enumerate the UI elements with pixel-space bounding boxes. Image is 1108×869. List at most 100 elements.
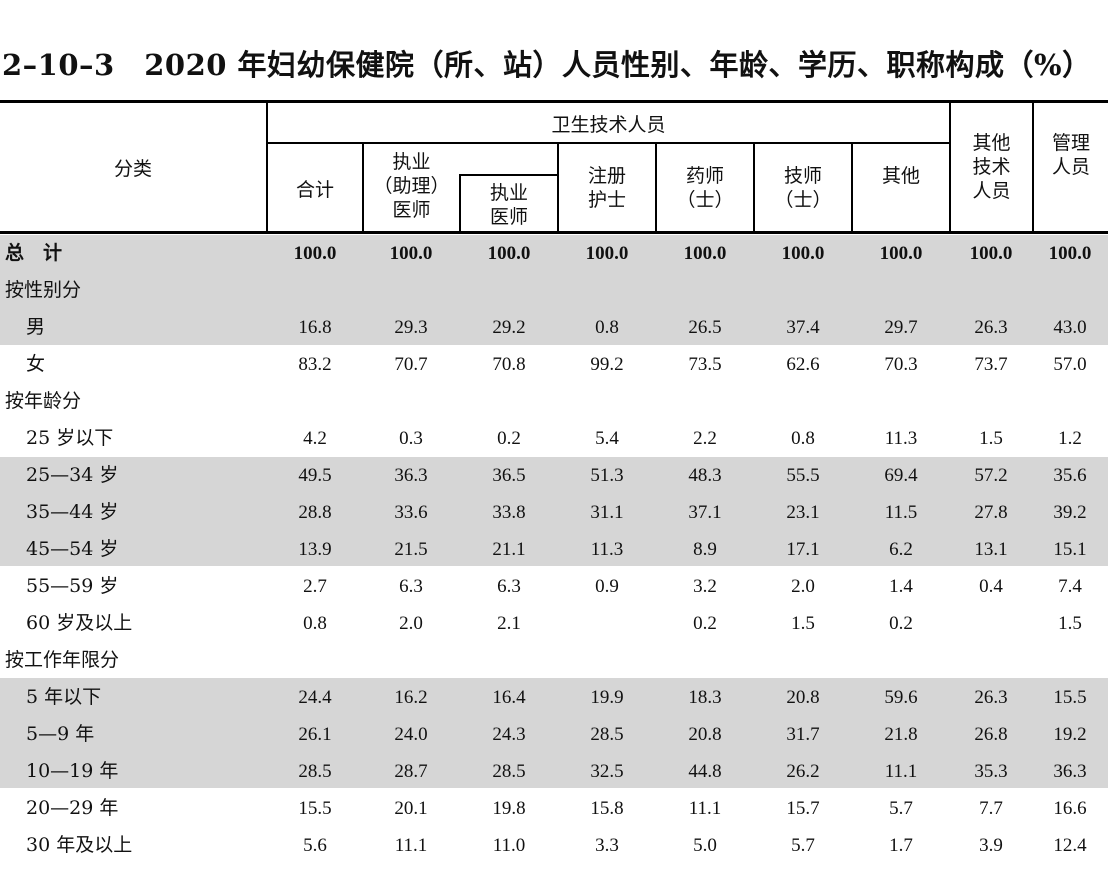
table-cell [366, 383, 456, 420]
row-label: 35—44 岁 [26, 501, 119, 523]
row-label: 5—9 年 [26, 723, 95, 745]
table-cell: 100.0 [389, 243, 433, 264]
table-cell: 11.0 [492, 835, 526, 856]
table-cell: 28.7 [394, 761, 428, 782]
table-cell: 32.5 [590, 761, 624, 782]
row-label: 55—59 岁 [26, 575, 119, 597]
table-cell: 2.2 [693, 428, 717, 449]
table-cell: 26.3 [974, 687, 1008, 708]
vline [949, 103, 951, 232]
table-cell [366, 642, 456, 679]
table-cell: 15.5 [298, 798, 332, 819]
table-cell: 6.2 [889, 539, 913, 560]
vline [266, 103, 268, 232]
header-health-tech: 卫生技术人员 [551, 114, 666, 136]
vline [459, 174, 461, 232]
table-cell: 70.3 [884, 354, 918, 375]
table-row: 55—59 岁 2.7 6.3 6.3 0.9 3.2 2.0 1.4 0.4 7.4 [0, 568, 1108, 605]
table-cell: 0.2 [889, 613, 913, 634]
table-cell: 0.8 [303, 613, 327, 634]
table-cell [758, 383, 848, 420]
table-cell: 27.8 [974, 502, 1008, 523]
table-cell: 31.7 [786, 724, 820, 745]
table-cell: 100.0 [683, 243, 727, 264]
table-cell [270, 272, 360, 309]
table-cell: 70.8 [492, 354, 526, 375]
table-cell: 57.2 [974, 465, 1008, 486]
header-bottom-rule [0, 231, 1108, 234]
table-cell: 2.1 [497, 613, 521, 634]
table-cell: 5.7 [889, 798, 913, 819]
table-cell: 29.3 [394, 317, 428, 338]
table-cell: 69.4 [884, 465, 918, 486]
table-row: 35—44 岁 28.8 33.6 33.8 31.1 37.1 23.1 11.5 27.8 3… [0, 494, 1108, 531]
row-label: 按年龄分 [5, 390, 82, 412]
table-cell: 12.4 [1053, 835, 1087, 856]
table-cell [1034, 642, 1106, 679]
table-cell: 5.6 [303, 835, 327, 856]
table-cell: 6.3 [497, 576, 521, 597]
table-cell: 19.9 [590, 687, 624, 708]
table-cell: 11.3 [884, 428, 918, 449]
row-label: 男 [26, 316, 46, 338]
table-row: 45—54 岁 13.9 21.5 21.1 11.3 8.9 17.1 6.2 13.1 15.… [0, 531, 1108, 568]
table-row: 5—9 年 26.1 24.0 24.3 28.5 20.8 31.7 21.8 26.8 19.… [0, 716, 1108, 753]
table-cell: 3.9 [979, 835, 1003, 856]
table-cell: 48.3 [688, 465, 722, 486]
table-cell: 21.1 [492, 539, 526, 560]
table-row: 女 83.2 70.7 70.8 99.2 73.5 62.6 70.3 73.7 57.0 [0, 346, 1108, 383]
table-cell [758, 642, 848, 679]
row-label: 女 [26, 353, 46, 375]
table-cell: 19.2 [1053, 724, 1087, 745]
table-cell: 3.3 [595, 835, 619, 856]
table-cell: 35.3 [974, 761, 1008, 782]
table-cell: 36.3 [1053, 761, 1087, 782]
table-cell: 23.1 [786, 502, 820, 523]
table-cell: 6.3 [399, 576, 423, 597]
table-row: 20—29 年 15.5 20.1 19.8 15.8 11.1 15.7 5.7 7.7 16.… [0, 790, 1108, 827]
table-cell: 16.2 [394, 687, 428, 708]
table-row: 5 年以下 24.4 16.2 16.4 19.9 18.3 20.8 59.6 26.3 15.… [0, 679, 1108, 716]
table-cell: 55.5 [786, 465, 820, 486]
row-label: 5 年以下 [26, 686, 102, 708]
table-cell: 16.6 [1053, 798, 1087, 819]
table-cell: 24.4 [298, 687, 332, 708]
table-cell: 11.1 [884, 761, 918, 782]
table-cell: 15.8 [590, 798, 624, 819]
table-row: 男 16.8 29.3 29.2 0.8 26.5 37.4 29.7 26.3 43.0 [0, 309, 1108, 346]
table-cell [660, 383, 750, 420]
health-tech-underline [266, 142, 949, 144]
table-cell: 100.0 [585, 243, 629, 264]
row-label: 45—54 岁 [26, 538, 119, 560]
table-cell: 17.1 [786, 539, 820, 560]
table-cell: 33.6 [394, 502, 428, 523]
row-label: 25—34 岁 [26, 464, 119, 486]
table-cell: 5.0 [693, 835, 717, 856]
table-cell [660, 272, 750, 309]
table-cell: 35.6 [1053, 465, 1087, 486]
row-label: 30 年及以上 [26, 834, 133, 856]
table-cell: 99.2 [590, 354, 624, 375]
row-label: 总 计 [5, 242, 63, 264]
table-cell: 26.8 [974, 724, 1008, 745]
table-cell [660, 642, 750, 679]
table-cell: 29.7 [884, 317, 918, 338]
table-cell [270, 642, 360, 679]
table-cell [952, 272, 1030, 309]
table-cell: 2.0 [399, 613, 423, 634]
table-cell: 28.5 [492, 761, 526, 782]
table-cell: 11.3 [590, 539, 624, 560]
table-cell: 29.2 [492, 317, 526, 338]
row-label: 20—29 年 [26, 797, 119, 819]
table-cell: 24.0 [394, 724, 428, 745]
table-cell: 15.5 [1053, 687, 1087, 708]
row-label: 25 岁以下 [26, 427, 114, 449]
table-row: 25 岁以下 4.2 0.3 0.2 5.4 2.2 0.8 11.3 1.5 1.2 [0, 420, 1108, 457]
table-cell: 1.5 [979, 428, 1003, 449]
vline [851, 144, 853, 232]
header-doctor-assistant: 执业 （助理） 医师 [373, 151, 450, 221]
table-cell: 16.4 [492, 687, 526, 708]
table-cell: 0.8 [791, 428, 815, 449]
table-cell: 39.2 [1053, 502, 1087, 523]
table-row: 25—34 岁 49.5 36.3 36.5 51.3 48.3 55.5 69.4 57.2 3… [0, 457, 1108, 494]
